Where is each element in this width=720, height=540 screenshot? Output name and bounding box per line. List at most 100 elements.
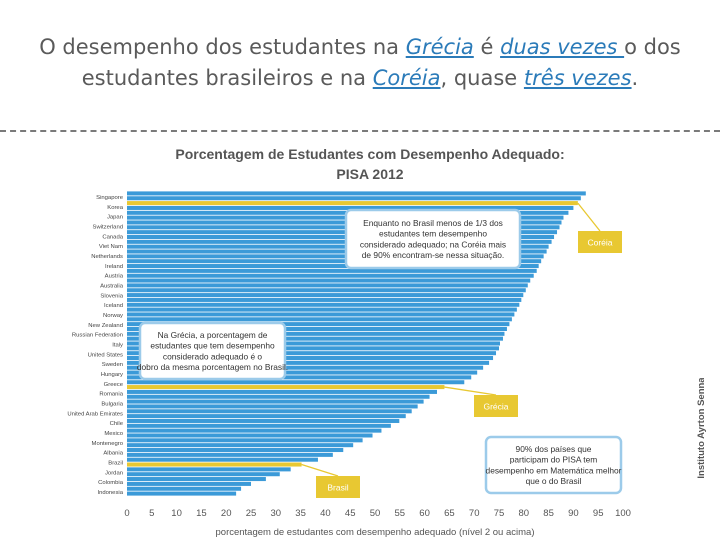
bar	[127, 486, 242, 491]
headline-text-3: o dos estudantes brasileiros e na	[81, 35, 681, 90]
annotation-pisa-line: desempenho em Matemática melhor	[486, 465, 622, 475]
bar	[127, 447, 344, 453]
bar	[127, 234, 555, 240]
country-label: Slovenia	[100, 293, 123, 299]
bar	[127, 380, 465, 385]
x-axis-title: porcentagem de estudantes com desempenho…	[216, 527, 535, 538]
bar	[127, 346, 499, 351]
country-label: Jordan	[105, 470, 123, 476]
country-label: Korea	[107, 205, 123, 211]
headline-text-5: .	[631, 66, 639, 90]
bar	[127, 317, 512, 322]
country-label: Russian Federation	[72, 333, 123, 339]
bar	[127, 288, 526, 293]
institute-credit: Instituto Ayrton Senna	[696, 378, 707, 478]
bar	[127, 414, 406, 419]
bar	[127, 312, 515, 317]
bar	[127, 365, 484, 370]
bar	[127, 205, 574, 210]
bar	[127, 297, 522, 302]
annotation-korea-brazil-box	[344, 208, 522, 270]
x-tick-label: 20	[221, 508, 232, 519]
country-label: Mexico	[104, 431, 123, 437]
bar	[127, 389, 437, 394]
country-label: Netherlands	[91, 254, 123, 260]
country-label: Singapore	[96, 195, 124, 201]
credit-text: Instituto Ayrton Senna	[696, 378, 707, 478]
bar	[127, 293, 524, 298]
bar	[127, 239, 552, 244]
headline-text-4: , quase	[440, 66, 524, 90]
annotations: Coréia Grécia Brasil Enquanto no Brasil men…	[137, 202, 623, 498]
x-tick-label: 85	[543, 508, 554, 519]
x-tick-label: 75	[494, 508, 505, 519]
annotation-greece-line: estudantes que tem desempenho	[150, 341, 275, 351]
bar	[127, 244, 549, 249]
x-tick-label: 90	[568, 508, 579, 519]
country-label: Canada	[102, 234, 123, 240]
x-tick-label: 95	[593, 508, 604, 519]
bar	[127, 399, 424, 404]
bar	[127, 341, 500, 346]
bar	[127, 254, 544, 259]
country-label: Ireland	[105, 264, 123, 270]
bar	[127, 331, 505, 336]
callout-label-greece: Grécia	[483, 402, 508, 412]
callout-label-korea: Coréia	[587, 238, 612, 248]
bar	[127, 491, 237, 496]
bars	[127, 191, 586, 496]
country-label: United Arab Emirates	[67, 411, 123, 417]
bar	[127, 356, 494, 361]
bar	[127, 418, 400, 423]
country-label: Colombia	[98, 480, 124, 486]
headline-thrice: três vezes	[523, 66, 632, 90]
bar	[127, 404, 418, 409]
bar	[127, 351, 497, 356]
bar	[127, 452, 333, 457]
annotation-greece-line: considerado adequado é o	[163, 351, 263, 361]
callout-line-korea	[577, 202, 601, 232]
headline-greece: Grécia	[405, 35, 474, 59]
country-label: Bulgaria	[101, 402, 123, 408]
x-tick-label: 70	[469, 508, 480, 519]
annotation-greece-line: Na Grécia, a porcentagem de	[158, 330, 268, 340]
x-tick-label: 30	[271, 508, 282, 519]
country-label: Japan	[107, 215, 123, 221]
x-tick-label: 80	[519, 508, 530, 519]
bar	[127, 472, 280, 477]
bar	[127, 264, 539, 269]
bar	[127, 273, 534, 278]
callout-box-korea	[578, 231, 622, 253]
country-label: Iceland	[104, 303, 123, 309]
x-tick-label: 0	[124, 508, 129, 519]
x-tick-label: 40	[320, 508, 331, 519]
x-tick-label: 10	[171, 508, 182, 519]
callout-label-brazil: Brasil	[327, 483, 348, 493]
bar	[127, 196, 581, 201]
country-label: Austria	[105, 274, 124, 280]
callout-box-brazil	[316, 476, 360, 498]
annotation-korea-brazil-line: considerado adequado; na Coréia mais	[360, 239, 506, 249]
x-tick-label: 100	[615, 508, 631, 519]
bar	[127, 477, 266, 482]
bar	[127, 375, 472, 380]
x-tick-label: 25	[246, 508, 257, 519]
chart-title-line2: PISA 2012	[336, 166, 403, 182]
bar	[127, 457, 318, 462]
bar	[127, 283, 528, 288]
bar	[127, 191, 586, 196]
callout-box-greece	[474, 395, 518, 417]
bar	[127, 336, 503, 341]
bar	[127, 360, 490, 365]
bar	[127, 322, 510, 327]
bar	[127, 394, 430, 399]
bar	[127, 307, 517, 312]
annotation-pisa-line: 90% dos países que	[516, 444, 592, 454]
bar	[127, 278, 531, 283]
bar-brazil	[127, 462, 302, 467]
country-label: Australia	[100, 284, 124, 290]
annotation-korea-brazil-line: de 90% encontram-se nessa situação.	[362, 250, 504, 260]
headline: O desempenho dos estudantes na Grécia é …	[0, 32, 720, 94]
x-tick-label: 55	[395, 508, 406, 519]
headline-text-2: é	[473, 35, 501, 59]
